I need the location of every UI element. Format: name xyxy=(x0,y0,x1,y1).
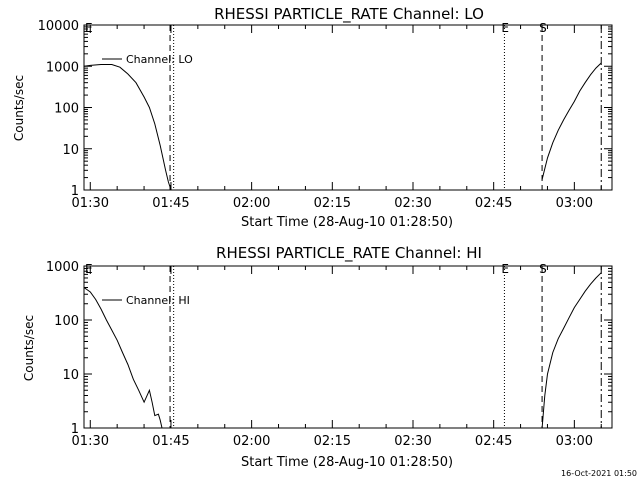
series-line xyxy=(83,287,163,429)
y-tick-label: 1000 xyxy=(46,260,79,275)
chart-title: RHESSI PARTICLE_RATE Channel: LO xyxy=(214,5,484,24)
annotation-e: E xyxy=(501,21,509,35)
series-line xyxy=(83,64,172,191)
x-tick-label: 02:45 xyxy=(475,434,512,449)
annotation-s: S xyxy=(539,262,547,276)
annotation-e: E xyxy=(85,262,93,276)
annotation-e: E xyxy=(501,262,509,276)
x-tick-label: 03:00 xyxy=(556,434,593,449)
y-tick-label: 1 xyxy=(71,184,79,199)
y-tick-label: 10 xyxy=(62,368,79,383)
plot-frame xyxy=(83,265,613,429)
series-line xyxy=(541,272,602,429)
x-tick-label: 01:45 xyxy=(152,434,189,449)
footer-timestamp: 16-Oct-2021 01:50 xyxy=(561,469,637,478)
series-line xyxy=(541,62,602,180)
x-tick-label: 02:15 xyxy=(314,196,351,211)
x-tick-label: 03:00 xyxy=(556,196,593,211)
y-tick-label: 100 xyxy=(54,314,79,329)
plot-frame xyxy=(83,24,613,191)
annotation-s: S xyxy=(539,21,547,35)
panel-hi: RHESSI PARTICLE_RATE Channel: HI Counts/… xyxy=(22,244,613,470)
x-tick-label: 01:30 xyxy=(72,434,109,449)
y-tick-label: 1 xyxy=(71,422,79,437)
y-axis-label: Counts/sec xyxy=(22,315,36,381)
x-axis-label: Start Time (28-Aug-10 01:28:50) xyxy=(241,455,453,470)
chart-title: RHESSI PARTICLE_RATE Channel: HI xyxy=(216,244,482,263)
y-tick-label: 10000 xyxy=(38,19,79,34)
x-tick-label: 02:45 xyxy=(475,196,512,211)
x-axis-label: Start Time (28-Aug-10 01:28:50) xyxy=(241,215,453,230)
legend-label: Channel: LO xyxy=(126,53,193,66)
y-axis-label: Counts/sec xyxy=(12,75,26,141)
x-tick-label: 02:00 xyxy=(233,434,270,449)
x-tick-label: 02:00 xyxy=(233,196,270,211)
panel-lo: RHESSI PARTICLE_RATE Channel: LO Counts/… xyxy=(12,5,613,230)
annotation-e: E xyxy=(85,21,93,35)
y-tick-label: 100 xyxy=(54,102,79,117)
x-tick-label: 02:30 xyxy=(394,434,431,449)
x-tick-label: 01:45 xyxy=(152,196,189,211)
x-tick-label: 01:30 xyxy=(72,196,109,211)
legend-label: Channel: HI xyxy=(126,294,190,307)
x-tick-label: 02:30 xyxy=(394,196,431,211)
y-tick-label: 1000 xyxy=(46,60,79,75)
x-tick-label: 02:15 xyxy=(314,434,351,449)
y-tick-label: 10 xyxy=(62,143,79,158)
